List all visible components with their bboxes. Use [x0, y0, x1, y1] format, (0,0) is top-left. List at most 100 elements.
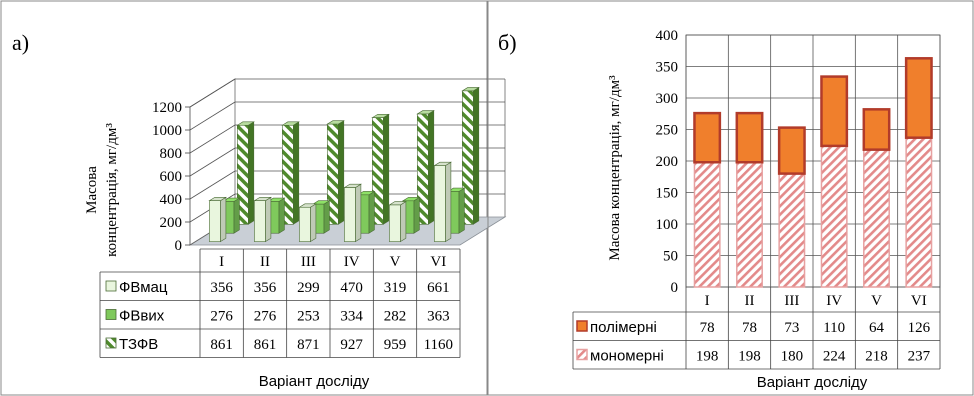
y-tick-label: 400	[160, 192, 183, 208]
bar-ФВмац-V	[388, 201, 407, 243]
panel-b-label: б)	[498, 30, 517, 55]
x-tick-label: II	[260, 254, 270, 270]
bar-мономерні-V	[863, 148, 890, 288]
bar-ФВмац-II	[253, 196, 272, 243]
x-tick-label: IV	[344, 254, 360, 270]
y-tick-label: 1000	[152, 123, 182, 139]
panel-b-frame	[487, 0, 974, 396]
data-label: 253	[297, 309, 320, 325]
data-label: 299	[297, 280, 320, 296]
bar-мономерні-III	[778, 172, 806, 288]
bar-ТЗФВ-V	[416, 110, 435, 225]
panel-a-xlabel: Варіант досліду	[259, 373, 370, 390]
data-label: 198	[696, 349, 719, 365]
data-label: 871	[297, 337, 320, 353]
bar-ТЗФВ-IV	[371, 113, 390, 225]
y-tick-label: 50	[663, 249, 678, 265]
data-label: 180	[781, 349, 804, 365]
gridline-side	[189, 170, 236, 200]
legend-label: ФВвих	[119, 308, 165, 325]
panel-a-frame	[0, 0, 488, 396]
data-label: 1160	[424, 337, 453, 353]
bar-ФВвих-IV	[356, 190, 376, 234]
bar-полімерні-V	[862, 108, 891, 151]
x-tick-label: I	[219, 254, 224, 270]
y-tick-label: 250	[656, 123, 679, 139]
y-tick-label: 350	[656, 60, 679, 76]
bar-ТЗФВ-III	[326, 120, 345, 225]
data-label: 319	[384, 280, 407, 296]
x-tick-label: V	[871, 293, 882, 309]
bar-мономерні-I	[693, 161, 721, 288]
legend-label: ФВмац	[119, 279, 168, 296]
panel-a-bars	[208, 86, 480, 243]
y-tick-label: 0	[175, 238, 183, 254]
y-tick-label: 800	[160, 146, 183, 162]
bar-полімерні-II	[735, 111, 764, 164]
gridline-side	[189, 147, 236, 177]
data-label: 959	[384, 337, 407, 353]
data-label: 470	[340, 280, 363, 296]
data-label: 276	[210, 309, 233, 325]
gridline-side	[189, 124, 236, 154]
bar-мономерні-VI	[905, 136, 933, 288]
panel-a: а) Масова концентрація, мг/дм³ 0 200 400 60…	[0, 0, 507, 396]
data-label: 276	[254, 309, 277, 325]
legend-swatch	[576, 348, 588, 361]
bar-ФВвих-V	[401, 196, 421, 234]
data-label: 334	[340, 309, 363, 325]
bar-ФВмац-I	[208, 196, 227, 243]
data-label: 198	[738, 349, 761, 365]
bar-ФВвих-VI	[446, 187, 466, 234]
data-label: 861	[254, 337, 277, 353]
bar-мономерні-II	[736, 161, 763, 288]
y-tick-label: 300	[656, 91, 679, 107]
bar-полімерні-I	[693, 111, 722, 164]
data-label: 218	[865, 349, 888, 365]
y-tick-label: 1200	[152, 100, 182, 116]
legend-swatch	[105, 337, 117, 349]
bar-полімерні-IV	[820, 75, 849, 148]
data-label: 110	[823, 320, 845, 336]
panel-b-ylabel: Масова концентрація, мг/дм³	[607, 75, 623, 261]
bar-ТЗФВ-I	[236, 121, 255, 225]
legend-swatch	[576, 320, 588, 332]
data-label: 126	[908, 320, 931, 336]
legend-swatch	[105, 280, 117, 292]
panel-b-bars	[693, 57, 933, 288]
y-tick-label: 0	[671, 280, 679, 296]
data-label: 64	[869, 320, 885, 336]
gridline-side	[189, 101, 236, 131]
y-tick-label: 150	[656, 186, 679, 202]
bar-мономерні-IV	[820, 145, 848, 288]
data-label: 356	[254, 280, 277, 296]
data-label: 363	[427, 309, 450, 325]
bar-полімерні-III	[777, 126, 806, 175]
panel-a-ylabel-line1: Масова	[84, 166, 100, 214]
data-label: 237	[908, 349, 931, 365]
x-tick-label: II	[745, 293, 755, 309]
x-tick-label: V	[390, 254, 401, 270]
data-label: 356	[210, 280, 233, 296]
panel-b: б) Масова концентрація, мг/дм³ 0 50 100 150…	[487, 0, 974, 396]
bar-ФВвих-I	[221, 197, 241, 234]
data-label: 73	[784, 320, 799, 336]
gridline-side	[189, 78, 236, 108]
y-tick-label: 100	[656, 217, 679, 233]
panel-a-ylabel-line2: концентрація, мг/дм³	[104, 123, 120, 257]
y-tick-label: 200	[160, 215, 183, 231]
x-tick-label: IV	[826, 293, 842, 309]
x-tick-label: VI	[911, 293, 927, 309]
legend-label: мономерні	[590, 348, 664, 365]
bar-ТЗФВ-VI	[461, 86, 480, 225]
data-label: 78	[742, 320, 757, 336]
legend-label: ТЗФВ	[119, 336, 158, 353]
y-tick-label: 600	[160, 169, 183, 185]
data-label: 224	[823, 349, 846, 365]
data-label: 282	[384, 309, 407, 325]
x-tick-label: III	[784, 293, 799, 309]
panel-a-label: а)	[12, 30, 29, 55]
y-tick-label: 200	[656, 154, 679, 170]
